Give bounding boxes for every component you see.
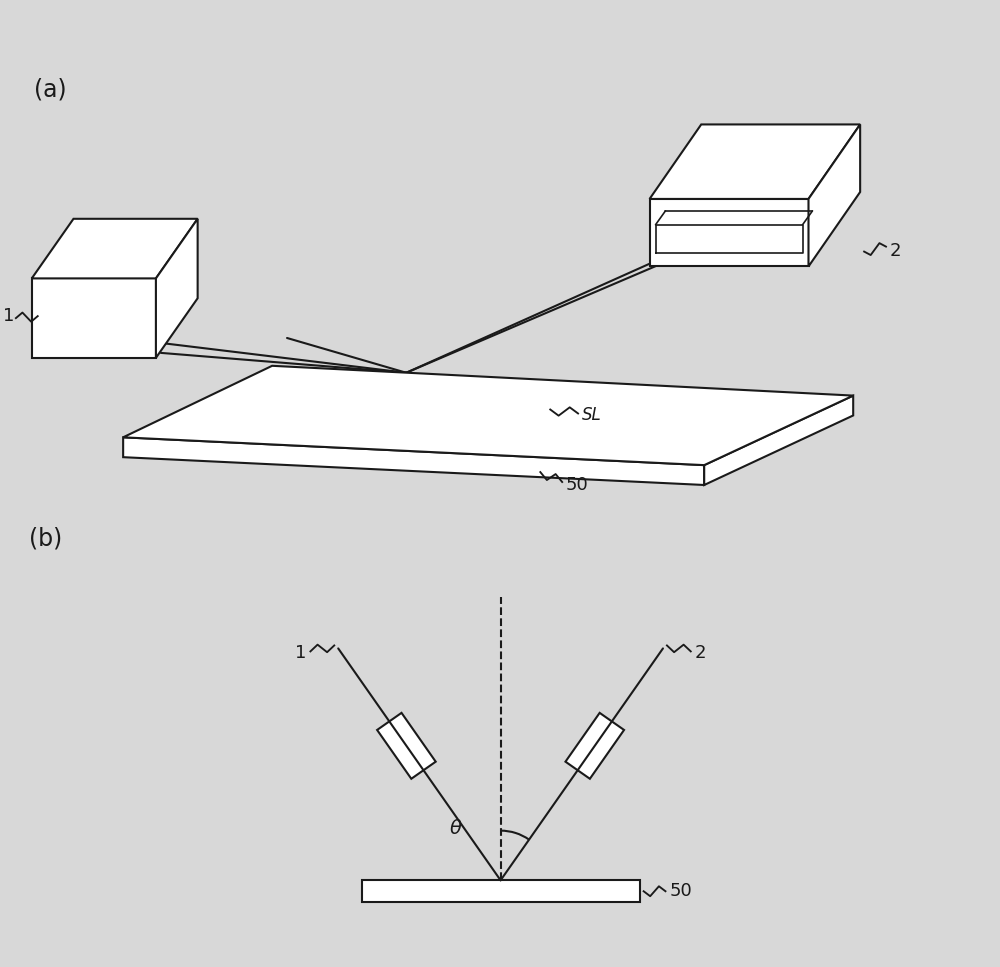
Polygon shape bbox=[650, 125, 860, 199]
Polygon shape bbox=[32, 219, 198, 278]
Polygon shape bbox=[32, 278, 156, 358]
Polygon shape bbox=[565, 713, 624, 778]
Text: SL: SL bbox=[582, 406, 602, 425]
Text: 1: 1 bbox=[295, 644, 306, 662]
Polygon shape bbox=[809, 125, 860, 267]
Polygon shape bbox=[704, 396, 853, 485]
Polygon shape bbox=[362, 880, 640, 902]
Text: (a): (a) bbox=[34, 77, 66, 102]
Text: 50: 50 bbox=[669, 882, 692, 900]
Polygon shape bbox=[123, 366, 853, 465]
Text: 1: 1 bbox=[3, 308, 14, 325]
Polygon shape bbox=[650, 199, 809, 267]
Polygon shape bbox=[156, 219, 198, 358]
Polygon shape bbox=[123, 437, 704, 485]
Text: 2: 2 bbox=[890, 242, 901, 259]
Text: (b): (b) bbox=[29, 527, 62, 550]
Text: 2: 2 bbox=[695, 644, 706, 662]
Text: θ: θ bbox=[450, 819, 462, 838]
Polygon shape bbox=[377, 713, 436, 778]
Text: 50: 50 bbox=[565, 476, 588, 494]
